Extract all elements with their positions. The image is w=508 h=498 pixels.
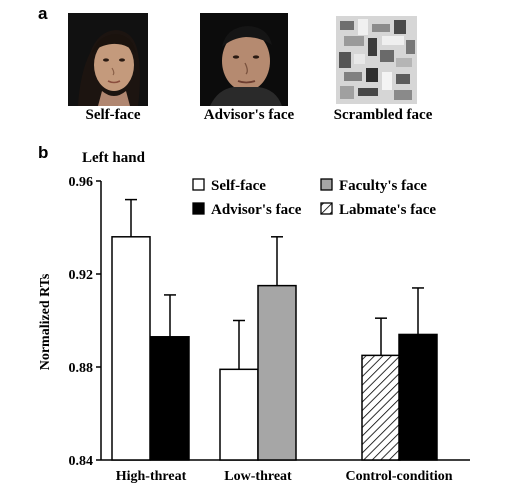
- x-category-label: High-threat: [116, 469, 187, 484]
- legend-label: Faculty's face: [339, 178, 427, 194]
- bar: [257, 284, 297, 461]
- panel-a-letter: a: [38, 4, 48, 23]
- y-tick-label: 0.92: [69, 268, 94, 283]
- self-face-photo: [68, 13, 148, 106]
- legend-swatch: [192, 178, 205, 191]
- bar-control-condition-hatched: [361, 317, 401, 461]
- y-tick-label: 0.96: [69, 175, 94, 190]
- legend-label: Self-face: [211, 178, 266, 194]
- legend-swatch: [320, 202, 333, 215]
- legend-item: Self-face: [192, 178, 266, 194]
- bar-high-threat-black: [150, 294, 190, 461]
- x-category-label: Low-threat: [224, 469, 292, 484]
- bar-high-threat-white: [111, 198, 151, 461]
- bar: [150, 336, 190, 461]
- scrambled-face-caption: Scrambled face: [333, 107, 433, 123]
- y-tick-label: 0.84: [69, 454, 94, 469]
- bar: [398, 333, 438, 461]
- legend-item: Faculty's face: [320, 178, 427, 194]
- legend-item: Labmate's face: [320, 202, 436, 218]
- bar-low-threat-gray: [257, 236, 297, 461]
- legend-label: Advisor's face: [211, 202, 302, 218]
- legend-swatch: [192, 202, 205, 215]
- chart-title: Left hand: [82, 150, 146, 166]
- advisor-face-caption: Advisor's face: [203, 107, 295, 123]
- bar-low-threat-white: [219, 319, 259, 461]
- legend-item: Advisor's face: [192, 202, 302, 218]
- legend-label: Labmate's face: [339, 202, 436, 218]
- y-axis-label: Normalized RTs: [38, 273, 53, 370]
- advisor-face-photo: [200, 13, 288, 106]
- bar: [219, 368, 259, 461]
- panel-b-letter: b: [38, 143, 49, 162]
- bar: [111, 236, 151, 461]
- x-category-label: Control-condition: [345, 469, 452, 484]
- self-face-caption: Self-face: [85, 107, 141, 123]
- scrambled-face-image: [336, 16, 417, 104]
- bar: [361, 354, 401, 461]
- bar-control-condition-black: [398, 287, 438, 461]
- legend-swatch: [320, 178, 333, 191]
- y-tick-label: 0.88: [69, 361, 94, 376]
